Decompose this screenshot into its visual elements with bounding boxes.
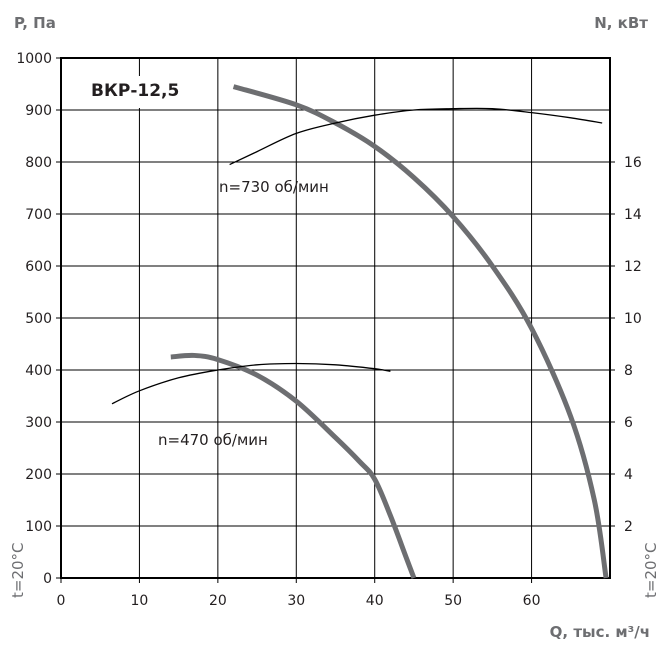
- left-temperature-label: t=20°C: [9, 542, 27, 598]
- y-left-tick-label: 900: [25, 103, 52, 119]
- curves: [111, 84, 609, 579]
- x-tick-label: 10: [131, 593, 149, 609]
- y-left-tick-label: 100: [25, 519, 52, 535]
- model-label: ВКР-12,5: [91, 81, 179, 101]
- y-right-tick-label: 16: [624, 155, 642, 171]
- y-right-tick-label: 2: [624, 519, 633, 535]
- y-left-tick-label: 0: [43, 571, 52, 587]
- pressure-curve-2: [170, 352, 417, 579]
- y-right-tick-label: 8: [624, 363, 633, 379]
- y-right-tick-label: 12: [624, 259, 642, 275]
- model-label-background: [80, 76, 190, 108]
- power-curve-1: [229, 107, 603, 166]
- x-tick-label: 60: [523, 593, 541, 609]
- y-left-tick-label: 300: [25, 415, 52, 431]
- grid: [60, 57, 611, 579]
- ticks: 0 10 20 30 40 50 60010020030040050060070080090…: [16, 51, 642, 609]
- x-tick-label: 0: [57, 593, 66, 609]
- y-left-tick-label: 800: [25, 155, 52, 171]
- power-curve-3: [111, 362, 391, 405]
- x-tick-label: 30: [287, 593, 305, 609]
- y-right-tick-label: 10: [624, 311, 642, 327]
- annotation-730: n=730 об/мин: [219, 178, 329, 196]
- left-axis-title: P, Па: [14, 14, 56, 32]
- pressure-curve-0: [232, 84, 609, 579]
- right-axis-title: N, кВт: [594, 14, 648, 32]
- y-left-tick-label: 200: [25, 467, 52, 483]
- y-right-tick-label: 14: [624, 207, 642, 223]
- y-left-tick-label: 500: [25, 311, 52, 327]
- y-left-tick-label: 600: [25, 259, 52, 275]
- y-right-tick-label: 6: [624, 415, 633, 431]
- y-left-tick-label: 700: [25, 207, 52, 223]
- x-tick-label: 20: [209, 593, 227, 609]
- x-axis-title: Q, тыс. м³/ч: [550, 623, 650, 641]
- right-temperature-label: t=20°C: [642, 542, 660, 598]
- annotation-470: n=470 об/мин: [158, 431, 268, 449]
- x-tick-label: 50: [444, 593, 462, 609]
- x-tick-label: 40: [366, 593, 384, 609]
- y-right-tick-label: 4: [624, 467, 633, 483]
- y-left-tick-label: 1000: [16, 51, 52, 67]
- y-left-tick-label: 400: [25, 363, 52, 379]
